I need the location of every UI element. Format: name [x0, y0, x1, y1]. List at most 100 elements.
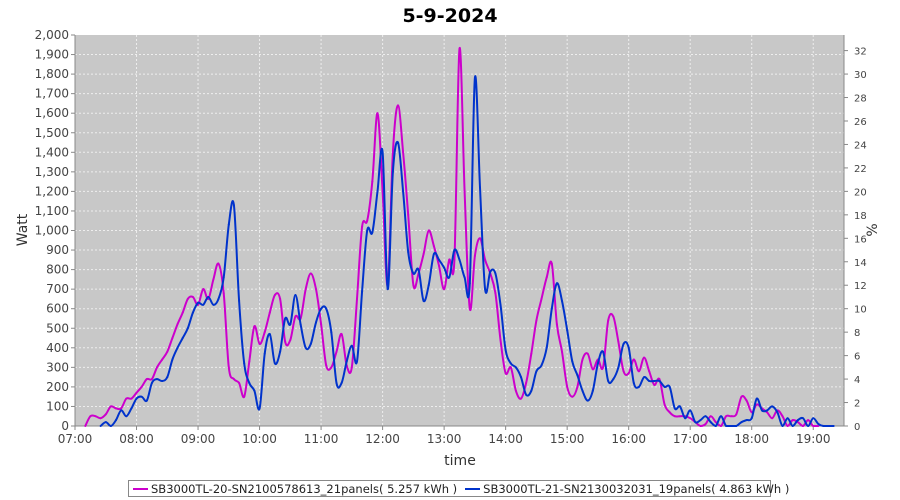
y2-tick-label: 18 — [854, 211, 867, 222]
series-point-2 — [755, 397, 758, 400]
series-point-2 — [596, 362, 599, 365]
series-point-2 — [427, 284, 430, 287]
y-tick-label: 800 — [46, 263, 69, 277]
series-point-1 — [812, 425, 815, 427]
series-point-2 — [361, 290, 364, 293]
series-point-2 — [725, 425, 728, 427]
legend-label-series-2: SB3000TL-21-SN2130032031_19panels( 4.863… — [483, 481, 790, 496]
series-point-2 — [284, 317, 287, 320]
series-point-1 — [709, 415, 712, 418]
series-point-2 — [663, 385, 666, 388]
series-point-1 — [391, 151, 394, 154]
series-point-2 — [412, 272, 415, 275]
series-point-1 — [279, 297, 282, 300]
series-point-2 — [304, 346, 307, 349]
series-point-1 — [561, 350, 563, 353]
series-point-1 — [166, 350, 169, 353]
series-point-2 — [627, 346, 630, 349]
series-point-1 — [704, 423, 707, 425]
series-point-1 — [802, 425, 804, 427]
series-point-1 — [381, 190, 384, 193]
series-point-2 — [263, 352, 266, 355]
series-point-1 — [473, 254, 476, 257]
series-point-1 — [658, 378, 661, 381]
series-point-1 — [637, 370, 640, 373]
series-point-1 — [140, 385, 143, 388]
series-point-2 — [509, 362, 512, 365]
legend: SB3000TL-20-SN2100578613_21panels( 5.257… — [128, 480, 789, 497]
y-tick-label: 100 — [46, 399, 69, 413]
series-point-2 — [350, 344, 353, 347]
series-point-1 — [325, 364, 328, 367]
series-point-1 — [443, 288, 446, 291]
series-point-2 — [525, 393, 528, 396]
series-point-1 — [438, 264, 440, 267]
series-point-2 — [417, 268, 420, 271]
x-tick-label: 08:00 — [119, 432, 154, 446]
series-point-1 — [740, 395, 743, 398]
series-point-2 — [740, 421, 743, 424]
series-point-2 — [422, 299, 425, 302]
series-point-1 — [494, 292, 497, 295]
series-point-2 — [720, 415, 722, 418]
series-point-1 — [422, 253, 425, 255]
series-point-2 — [730, 425, 733, 427]
y2-tick-label: 6 — [854, 352, 860, 363]
series-point-1 — [514, 389, 517, 392]
series-point-1 — [786, 425, 789, 427]
series-point-2 — [345, 360, 348, 363]
y-tick-label: 2,000 — [35, 28, 69, 42]
series-point-2 — [812, 417, 815, 420]
series-point-1 — [463, 190, 466, 193]
series-point-2 — [150, 382, 153, 384]
series-point-1 — [545, 276, 548, 279]
series-point-1 — [525, 382, 528, 384]
y-tick-label: 1,000 — [35, 224, 69, 238]
series-point-1 — [109, 405, 112, 408]
y2-tick-label: 8 — [854, 328, 860, 339]
series-point-1 — [643, 356, 646, 359]
series-point-2 — [371, 231, 374, 234]
series-point-1 — [248, 360, 251, 363]
y2-tick-label: 28 — [854, 94, 867, 105]
series-point-2 — [617, 366, 620, 369]
series-point-2 — [622, 342, 625, 345]
series-point-1 — [294, 315, 297, 318]
y2-tick-label: 26 — [854, 117, 867, 128]
series-point-2 — [571, 360, 574, 363]
series-point-2 — [166, 376, 169, 379]
series-point-1 — [376, 112, 379, 115]
series-point-1 — [745, 399, 748, 402]
series-point-2 — [714, 425, 717, 427]
series-point-2 — [407, 251, 410, 253]
series-point-2 — [658, 380, 661, 382]
y-tick-label: 1,300 — [35, 165, 69, 179]
series-point-1 — [612, 315, 615, 318]
series-point-1 — [217, 262, 220, 265]
series-point-2 — [807, 425, 810, 427]
series-point-2 — [243, 362, 246, 365]
y-tick-label: 200 — [46, 380, 69, 394]
series-point-2 — [176, 346, 179, 349]
series-point-2 — [637, 385, 640, 388]
series-point-1 — [176, 323, 179, 326]
series-point-2 — [212, 303, 215, 306]
series-point-1 — [730, 415, 733, 418]
x-tick-label: 17:00 — [673, 432, 708, 446]
series-point-1 — [771, 417, 774, 420]
series-point-2 — [356, 360, 358, 363]
series-point-1 — [755, 403, 758, 406]
x-tick-label: 14:00 — [488, 432, 523, 446]
series-point-2 — [684, 417, 687, 420]
x-tick-label: 19:00 — [796, 432, 831, 446]
series-point-1 — [499, 339, 502, 341]
series-point-1 — [253, 325, 256, 328]
series-point-1 — [427, 229, 430, 232]
series-point-1 — [238, 382, 241, 384]
series-point-2 — [479, 186, 481, 189]
series-point-2 — [832, 425, 835, 427]
series-point-2 — [381, 151, 384, 154]
x-tick-label: 09:00 — [181, 432, 216, 446]
legend-item-series-2: SB3000TL-21-SN2130032031_19panels( 4.863… — [465, 482, 789, 496]
